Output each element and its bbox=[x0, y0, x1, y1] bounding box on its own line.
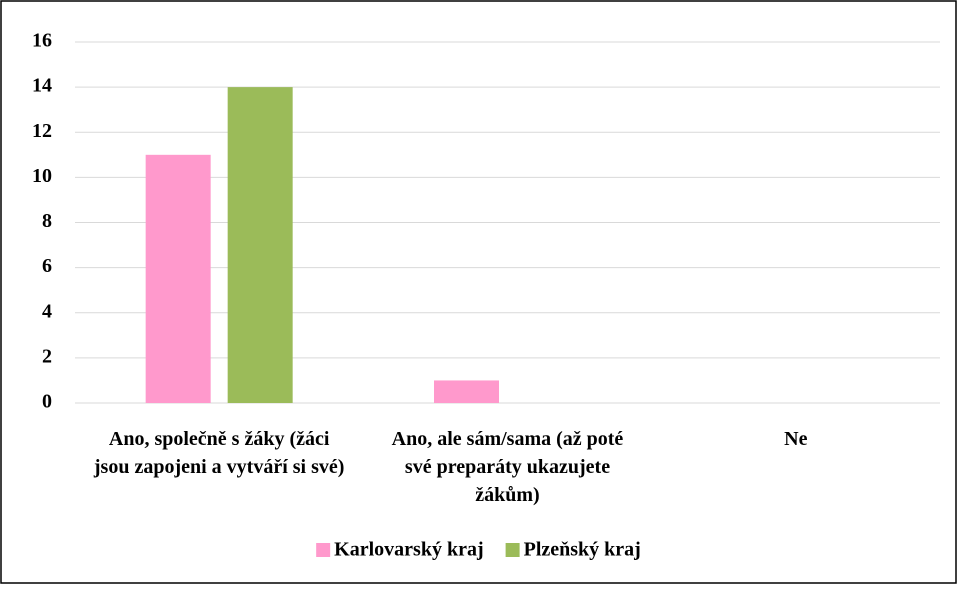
bar bbox=[227, 87, 293, 403]
x-tick-label: Ano, společně s žáky (žáci jsou zapojeni … bbox=[93, 428, 345, 478]
y-tick-label: 10 bbox=[32, 165, 52, 187]
legend-swatch bbox=[505, 543, 520, 557]
legend-label: Karlovarský kraj bbox=[334, 539, 483, 561]
bar bbox=[434, 380, 499, 403]
y-tick-label: 8 bbox=[42, 210, 52, 232]
legend-swatch bbox=[316, 543, 331, 557]
y-tick-label: 2 bbox=[42, 345, 52, 367]
y-tick-label: 6 bbox=[42, 255, 52, 277]
y-tick-label: 12 bbox=[32, 120, 52, 142]
legend-label: Plzeňský kraj bbox=[524, 539, 641, 561]
y-tick-label: 14 bbox=[32, 75, 52, 97]
y-tick-label: 4 bbox=[42, 300, 52, 322]
y-tick-label: 16 bbox=[32, 30, 52, 52]
y-tick-label: 0 bbox=[42, 391, 52, 413]
legend: Karlovarský kraj Plzeňský kraj bbox=[316, 539, 641, 561]
x-tick-label: Ano, ale sám/sama (až poté své preparáty … bbox=[392, 428, 624, 506]
x-tick-label: Ne bbox=[784, 428, 807, 450]
bar bbox=[145, 154, 211, 403]
